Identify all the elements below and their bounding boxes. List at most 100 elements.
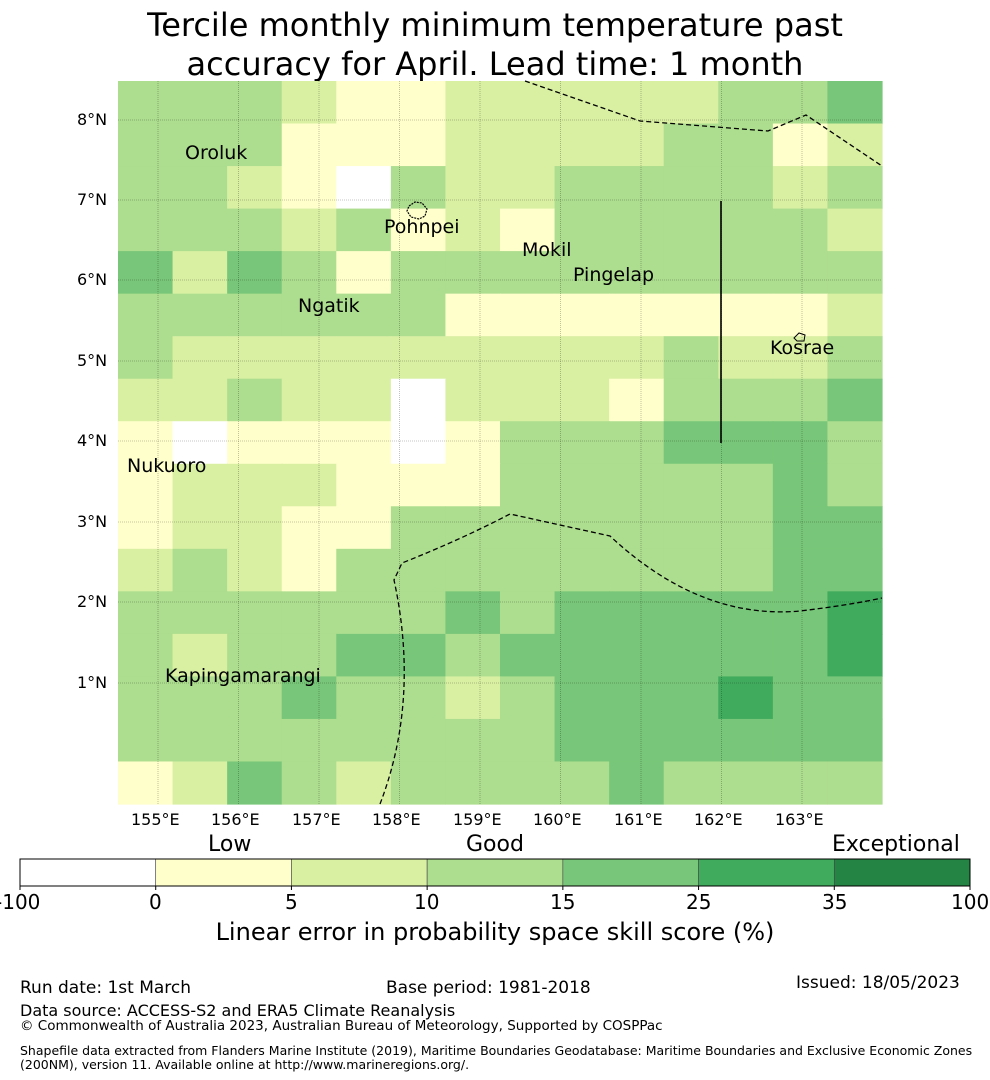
grid-cell bbox=[227, 251, 283, 295]
legend-tick-10: 10 bbox=[414, 890, 440, 914]
shapefile-credit-line2: (200NM), version 11. Available online at… bbox=[20, 1057, 470, 1072]
grid-cell bbox=[227, 81, 283, 125]
grid-cell bbox=[118, 81, 174, 125]
grid-cell bbox=[609, 208, 665, 252]
grid-cell bbox=[281, 633, 337, 678]
eez-boundary-south bbox=[379, 513, 883, 805]
grid-cell bbox=[718, 676, 774, 720]
grid-cell bbox=[500, 633, 556, 678]
grid-cell bbox=[336, 378, 392, 422]
grid-cell bbox=[609, 421, 665, 465]
grid-cell bbox=[172, 633, 228, 678]
grid-cell bbox=[554, 293, 610, 337]
grid-cell bbox=[281, 548, 337, 592]
grid-cell bbox=[663, 208, 719, 252]
grid-cell bbox=[609, 166, 665, 210]
grid-cell bbox=[500, 591, 556, 635]
grid-cell bbox=[609, 251, 665, 295]
grid-cell bbox=[118, 506, 174, 550]
colorbar-segment bbox=[562, 858, 699, 887]
grid-cell bbox=[227, 676, 283, 720]
colorbar-segment bbox=[426, 858, 564, 887]
grid-cell bbox=[663, 506, 719, 550]
grid-cell bbox=[718, 718, 774, 763]
grid-cell bbox=[500, 293, 556, 337]
grid-cell bbox=[281, 251, 337, 295]
grid-cell bbox=[554, 123, 610, 167]
grid-cell bbox=[500, 463, 556, 507]
colorbar-segment bbox=[155, 858, 292, 887]
grid-cell bbox=[336, 166, 392, 210]
grid-cell bbox=[445, 591, 501, 635]
eez-boundary-north bbox=[524, 80, 883, 167]
grid-cell bbox=[281, 378, 337, 422]
grid-cell bbox=[336, 633, 392, 678]
grid-cell bbox=[227, 123, 283, 167]
grid-cell bbox=[281, 718, 337, 763]
grid-cell bbox=[445, 336, 501, 380]
grid-cell bbox=[500, 81, 556, 125]
legend-category-good: Good bbox=[466, 832, 524, 857]
grid-cell bbox=[772, 676, 829, 720]
grid-cell bbox=[281, 336, 337, 380]
grid-cell bbox=[336, 123, 392, 167]
grid-cell bbox=[718, 123, 774, 167]
grid-cell bbox=[718, 81, 774, 125]
grid-cell bbox=[445, 378, 501, 422]
grid-cell bbox=[172, 506, 228, 550]
grid-cell bbox=[336, 591, 392, 635]
grid-cell bbox=[390, 123, 447, 167]
grid-cell bbox=[172, 123, 228, 167]
grid-cell bbox=[281, 591, 337, 635]
grid-cell bbox=[609, 81, 665, 125]
grid-cell bbox=[281, 676, 337, 720]
grid-cell bbox=[227, 591, 283, 635]
lon-tick-158e: 158°E bbox=[372, 810, 421, 829]
grid-cell bbox=[336, 506, 392, 550]
grid-cell bbox=[827, 123, 883, 167]
grid-cell bbox=[772, 463, 829, 507]
grid-cell bbox=[390, 633, 447, 678]
grid-cell bbox=[281, 506, 337, 550]
grid-cell bbox=[281, 208, 337, 252]
run-date: Run date: 1st March bbox=[20, 978, 192, 998]
grid-cell bbox=[554, 676, 610, 720]
grid-cell bbox=[609, 548, 665, 592]
grid-cell bbox=[500, 421, 556, 465]
grid-cell bbox=[663, 81, 719, 125]
grid-cell bbox=[827, 591, 883, 635]
grid-cell bbox=[500, 336, 556, 380]
lon-tick-162e: 162°E bbox=[694, 810, 743, 829]
grid-cell bbox=[390, 251, 447, 295]
grid-cell bbox=[172, 208, 228, 252]
grid-cell bbox=[663, 676, 719, 720]
lat-tick-3n: 3°N bbox=[77, 512, 108, 531]
lat-tick-7n: 7°N bbox=[77, 190, 108, 209]
grid-cell bbox=[118, 293, 174, 337]
grid-cell bbox=[718, 166, 774, 210]
grid-cell bbox=[663, 123, 719, 167]
grid-cell bbox=[663, 293, 719, 337]
grid-cell bbox=[118, 123, 174, 167]
grid-cell bbox=[663, 591, 719, 635]
grid-cell bbox=[718, 421, 774, 465]
grid-cell bbox=[445, 123, 501, 167]
grid-cell bbox=[281, 463, 337, 507]
grid-cell bbox=[445, 633, 501, 678]
map-title-line2: accuracy for April. Lead time: 1 month bbox=[186, 45, 804, 83]
grid-cell bbox=[827, 506, 883, 550]
grid-cell bbox=[609, 293, 665, 337]
grid-cell bbox=[718, 251, 774, 295]
grid-cell bbox=[663, 548, 719, 592]
legend-category-low: Low bbox=[208, 832, 252, 857]
grid-cell bbox=[772, 293, 829, 337]
grid-cell bbox=[554, 378, 610, 422]
grid-cell bbox=[227, 463, 283, 507]
grid-cell bbox=[554, 718, 610, 763]
grid-cell bbox=[445, 251, 501, 295]
grid-cell bbox=[772, 81, 829, 125]
grid-cell bbox=[445, 506, 501, 550]
grid-cell bbox=[554, 81, 610, 125]
kosrae-island-outline bbox=[793, 332, 806, 342]
